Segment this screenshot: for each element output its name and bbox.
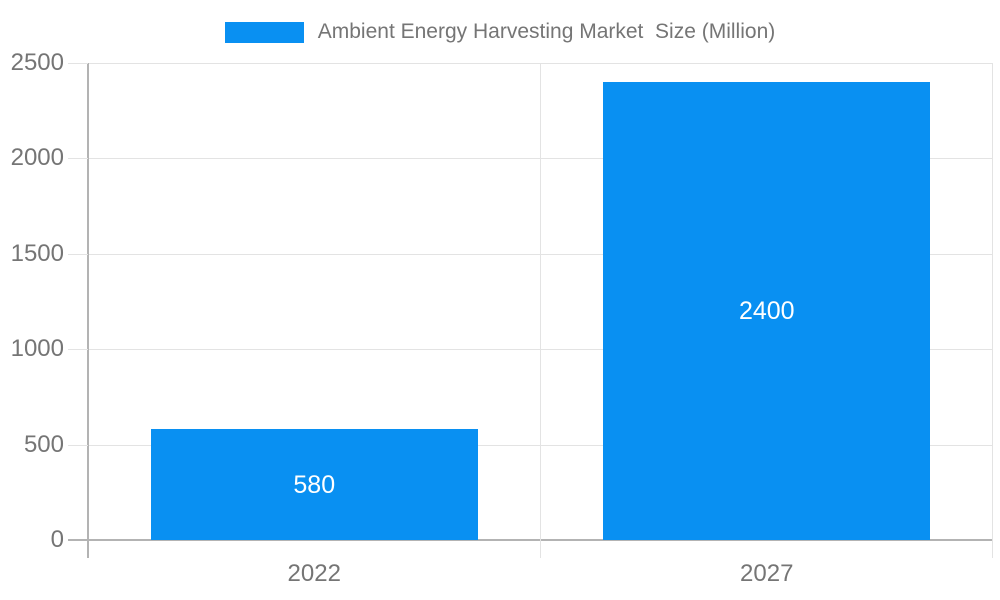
y-axis-tick-mark (68, 254, 88, 255)
legend-swatch (224, 21, 304, 43)
gridline-vertical (992, 63, 993, 558)
y-axis-tick-mark (68, 445, 88, 446)
gridline-vertical (540, 63, 541, 558)
plot-area: 580 2400 (87, 63, 993, 558)
y-axis-tick-mark (68, 349, 88, 350)
x-axis-category-label: 2022 (287, 560, 341, 587)
bar-value-label: 2400 (738, 297, 795, 326)
bar-value-label: 580 (293, 470, 336, 499)
legend-label: Ambient Energy Harvesting Market Size (M… (317, 20, 776, 43)
chart-legend: Ambient Energy Harvesting Market Size (M… (0, 21, 1000, 43)
y-axis-tick-label: 1000 (10, 335, 64, 363)
y-axis-tick-label: 0 (50, 526, 64, 553)
y-axis-tick-label: 1500 (10, 239, 64, 267)
y-axis-tick-mark (68, 63, 88, 64)
y-axis-tick-label: 500 (23, 430, 64, 458)
x-axis-category-label: 2027 (740, 560, 794, 587)
y-axis-tick-label: 2500 (10, 49, 64, 76)
y-axis-tick-label: 2000 (10, 144, 64, 172)
bar (603, 82, 931, 540)
bar (150, 429, 478, 540)
y-axis-tick-mark (68, 539, 88, 541)
y-axis-tick-mark (68, 158, 88, 159)
y-axis-line (87, 63, 89, 558)
